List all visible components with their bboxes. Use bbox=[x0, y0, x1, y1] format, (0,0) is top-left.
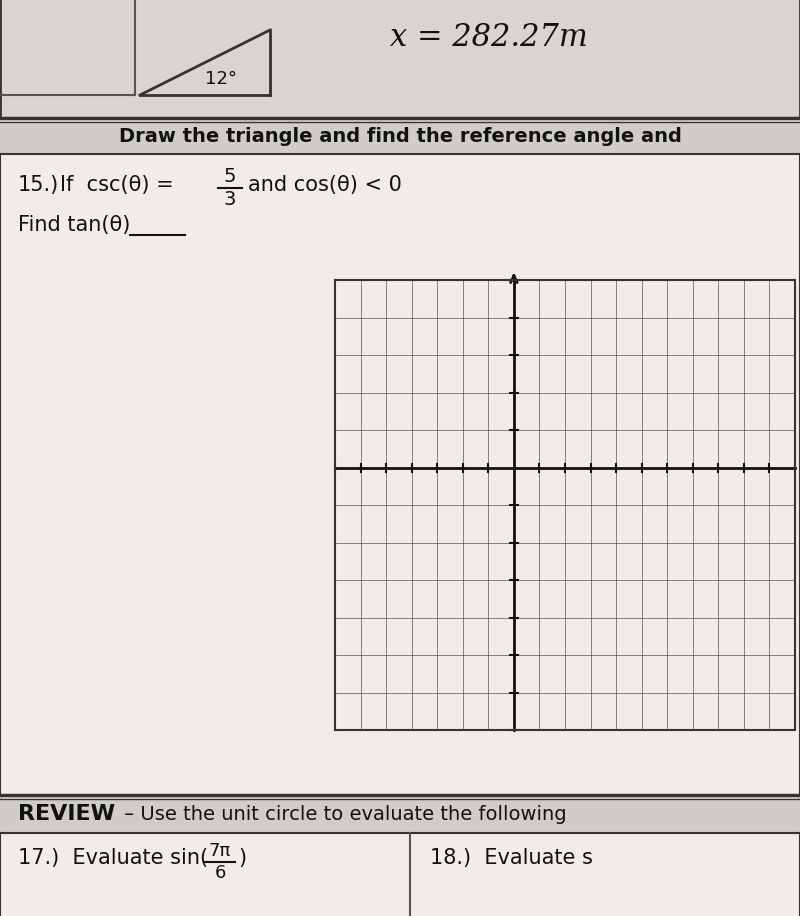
Text: 6: 6 bbox=[214, 864, 226, 882]
Bar bbox=[0, 154, 800, 795]
Text: 15.): 15.) bbox=[18, 175, 59, 195]
Text: Find tan(θ): Find tan(θ) bbox=[18, 215, 130, 235]
Bar bbox=[0, 122, 800, 154]
Bar bbox=[0, 799, 800, 833]
Text: Draw the triangle and find the reference angle and: Draw the triangle and find the reference… bbox=[118, 126, 682, 146]
Text: REVIEW: REVIEW bbox=[18, 804, 115, 824]
Text: and cos(θ) < 0: and cos(θ) < 0 bbox=[248, 175, 402, 195]
Text: 3: 3 bbox=[224, 190, 236, 209]
Text: ): ) bbox=[238, 848, 246, 868]
Text: – Use the unit circle to evaluate the following: – Use the unit circle to evaluate the fo… bbox=[118, 804, 566, 823]
Text: 7π: 7π bbox=[209, 842, 231, 860]
Text: x = 282.27m: x = 282.27m bbox=[390, 22, 588, 53]
Bar bbox=[335, 280, 795, 730]
Text: 12°: 12° bbox=[205, 70, 237, 88]
Bar bbox=[335, 280, 795, 730]
Text: 18.)  Evaluate s: 18.) Evaluate s bbox=[430, 848, 593, 868]
Text: 5: 5 bbox=[224, 167, 236, 186]
Text: 17.)  Evaluate sin(: 17.) Evaluate sin( bbox=[18, 848, 208, 868]
Bar bbox=[0, 0, 800, 118]
Bar bbox=[0, 833, 800, 916]
Text: If  csc(θ) =: If csc(θ) = bbox=[60, 175, 174, 195]
